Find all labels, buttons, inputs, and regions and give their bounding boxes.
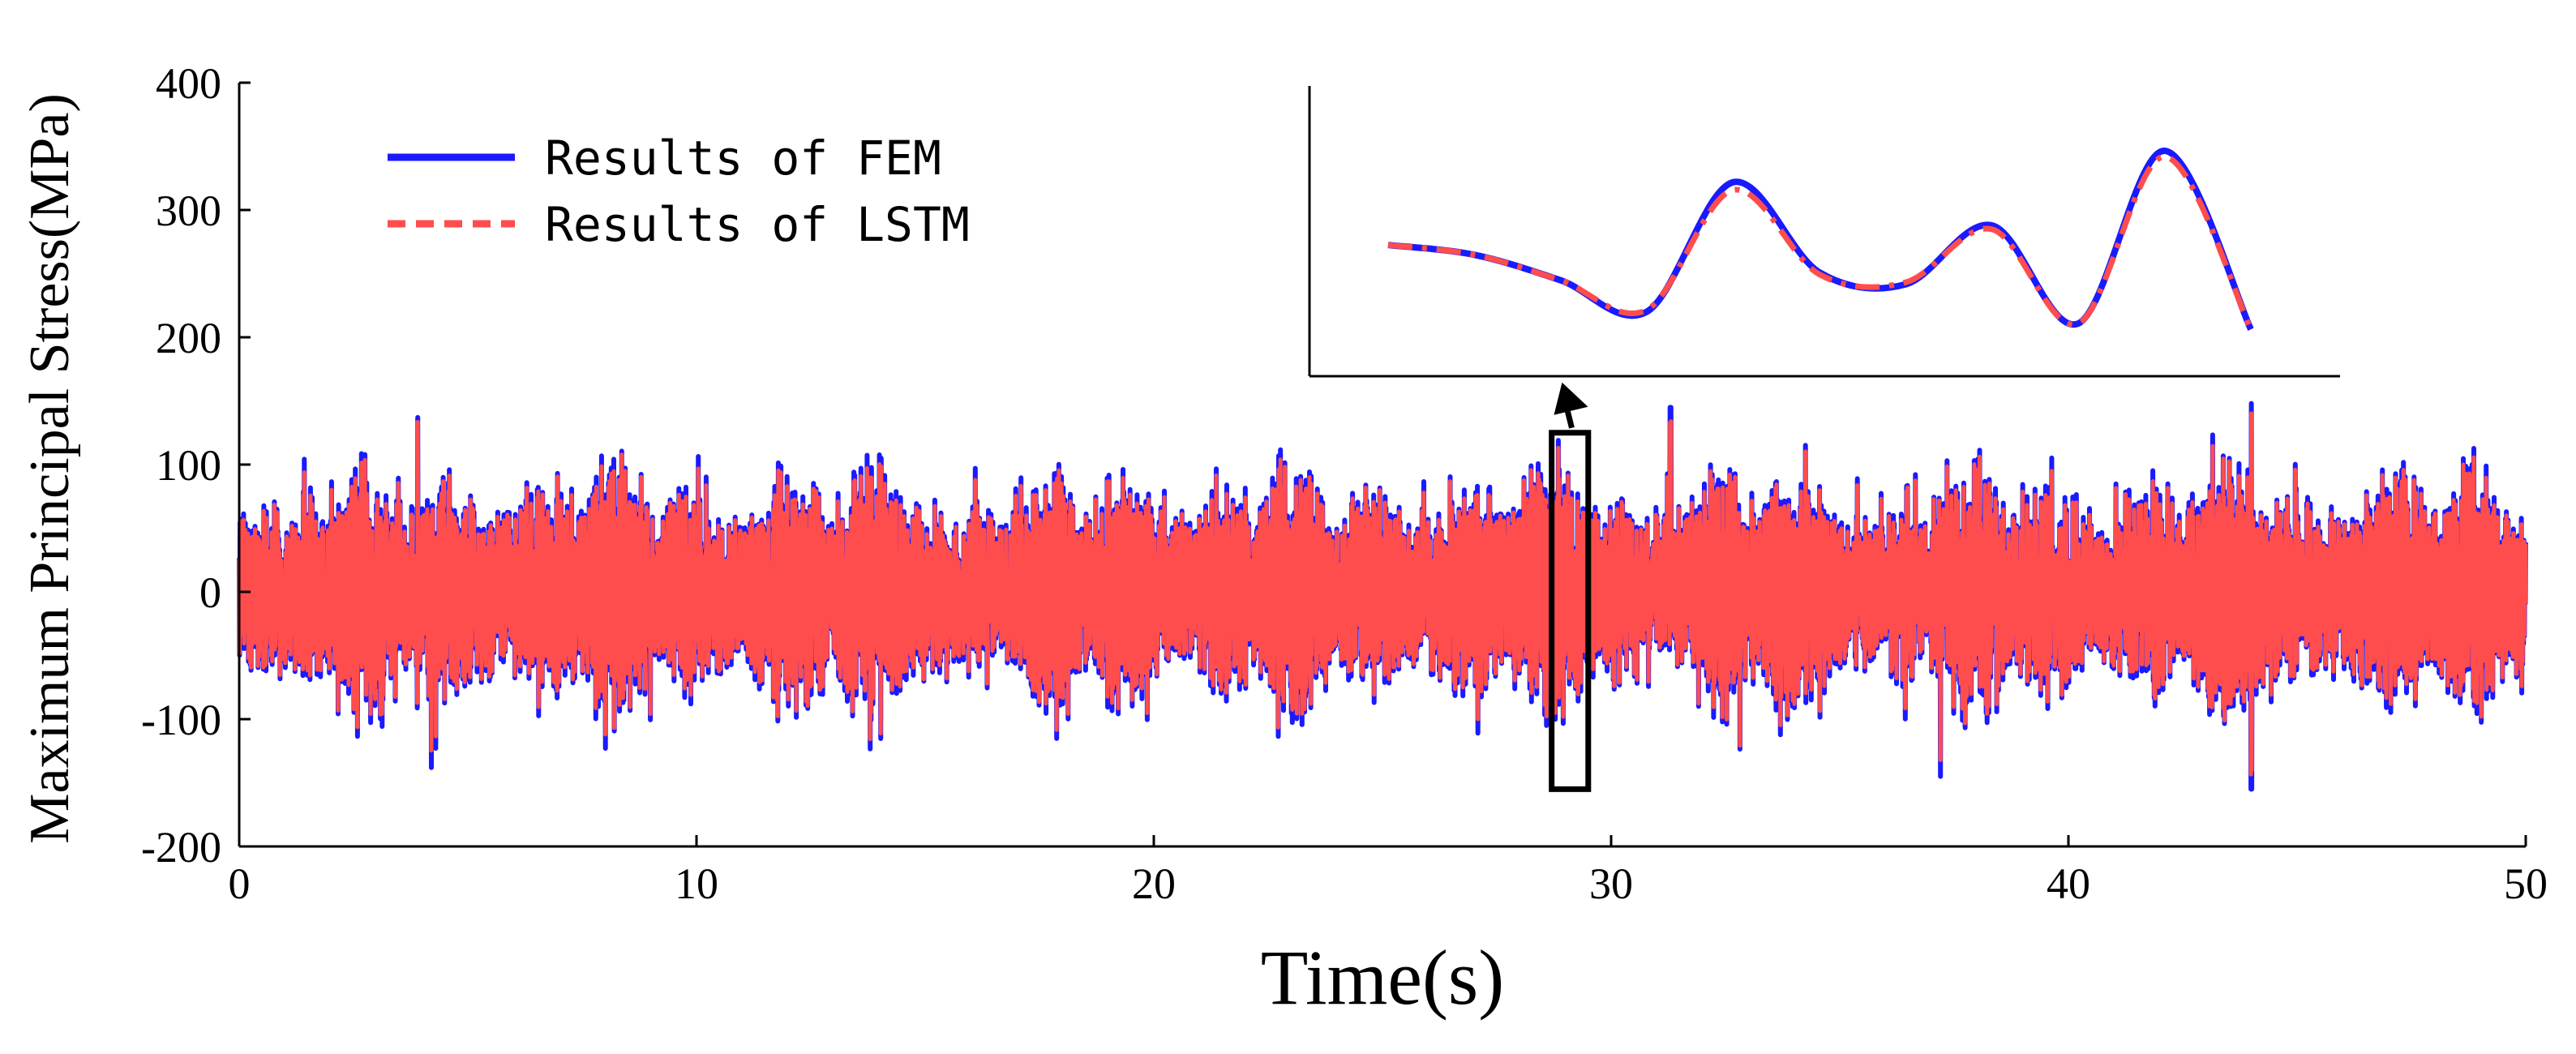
x-axis-title: Time(s) bbox=[1261, 934, 1505, 1021]
x-tick-label-3: 30 bbox=[1589, 859, 1633, 908]
y-tick-label-3: 100 bbox=[156, 441, 221, 490]
legend-label-lstm: Results of LSTM bbox=[545, 197, 970, 252]
legend: Results of FEM Results of LSTM bbox=[388, 131, 970, 252]
main-plot-area bbox=[237, 401, 2528, 792]
x-tick-label-1: 10 bbox=[675, 859, 718, 908]
legend-label-fem: Results of FEM bbox=[545, 131, 941, 186]
zoom-arrow bbox=[1564, 407, 1575, 429]
x-tick-label-5: 50 bbox=[2504, 859, 2548, 908]
inset-series-lstm-line bbox=[1387, 153, 2254, 331]
series-lstm-path bbox=[237, 411, 2528, 777]
zoom-arrow-head bbox=[1554, 382, 1588, 415]
series-lstm-line bbox=[237, 411, 2528, 777]
y-tick-label-4: 200 bbox=[156, 314, 221, 362]
x-tick-label-0: 0 bbox=[229, 859, 251, 908]
y-tick-label-6: 400 bbox=[156, 59, 221, 108]
inset-plot bbox=[1308, 86, 2340, 378]
inset-series-fem-line bbox=[1387, 147, 2254, 331]
y-tick-label-2: 0 bbox=[199, 568, 221, 617]
y-tick-label-1: -100 bbox=[141, 696, 221, 744]
zoom-window-box bbox=[1549, 430, 1592, 792]
y-axis-title: Maximum Principal Stress(MPa) bbox=[19, 93, 81, 843]
x-tick-label-2: 20 bbox=[1132, 859, 1176, 908]
y-tick-label-0: -200 bbox=[141, 823, 221, 872]
y-axis-ticks: -200 -100 0 100 200 300 400 bbox=[141, 59, 251, 872]
x-axis-ticks: 0 10 20 30 40 50 bbox=[229, 835, 2548, 908]
x-tick-label-4: 40 bbox=[2047, 859, 2090, 908]
y-tick-label-5: 300 bbox=[156, 186, 221, 235]
